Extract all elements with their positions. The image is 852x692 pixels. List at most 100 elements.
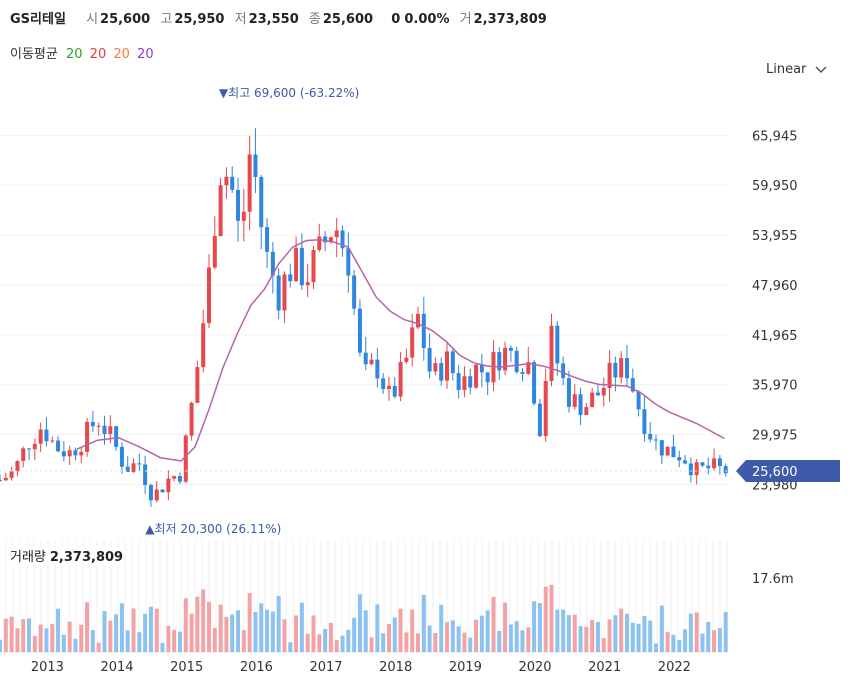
volume-bar (427, 625, 432, 652)
volume-bar (79, 624, 84, 652)
volume-bar (700, 633, 705, 652)
candle-body (654, 439, 659, 441)
candle-body (166, 478, 171, 493)
current-price-tag: 25,600 (0, 459, 840, 482)
volume-bar (717, 627, 722, 652)
volume-bar (392, 617, 397, 652)
volume-bar (497, 630, 502, 652)
change-percent: 0.00% (404, 12, 450, 27)
candle-body (154, 489, 159, 501)
candle-body (67, 450, 72, 457)
volume-bar (137, 632, 142, 652)
candle-body (0, 480, 2, 482)
high-value: 25,950 (174, 12, 225, 27)
candle-body (543, 380, 548, 437)
candle-body (688, 463, 693, 476)
candle-body (433, 363, 438, 372)
volume-panel-value: 2,373,809 (49, 550, 124, 565)
volume-bar (683, 629, 688, 652)
volume-bar (247, 593, 252, 652)
volume-bar (654, 643, 659, 652)
volume-bar (15, 628, 20, 652)
volume-label: 거 (459, 12, 472, 27)
volume-bar (456, 626, 461, 652)
low-annotation: ▲최저 20,300 (26.11%) (145, 522, 281, 536)
volume-bar (276, 595, 281, 652)
volume-bar (230, 614, 235, 652)
candle-body (236, 189, 241, 221)
scale-dropdown[interactable]: Linear (766, 62, 827, 77)
volume-bar (398, 608, 403, 652)
candle-body (276, 275, 281, 311)
volume-bar (265, 609, 270, 652)
volume-bar (363, 610, 368, 652)
candle-body (427, 348, 432, 372)
volume-bar (485, 610, 490, 652)
candle-body (555, 325, 560, 364)
ma-period-1[interactable]: 20 (65, 47, 83, 62)
volume-bar (50, 624, 55, 652)
candle-body (717, 458, 722, 467)
volume-bar (357, 594, 362, 652)
candle-body (224, 176, 229, 186)
volume-bar (578, 626, 583, 652)
candle-body (38, 429, 43, 444)
candle-body (299, 247, 304, 286)
volume-bar (270, 611, 275, 652)
candle-body (468, 376, 473, 388)
candle-body (392, 385, 397, 397)
volume-bar (352, 617, 357, 652)
volume-bar (491, 596, 496, 652)
candle-body (352, 275, 357, 309)
candle-body (375, 359, 380, 379)
volume-bar (462, 632, 467, 652)
candle-body (218, 185, 223, 237)
candle-body (189, 402, 194, 436)
candle-body (253, 154, 258, 177)
volume-bar (624, 613, 629, 652)
candle-body (462, 376, 467, 391)
time-tick-label: 2018 (379, 660, 412, 675)
candle-body (712, 458, 717, 469)
candle-body (15, 461, 20, 472)
volume-bar (189, 613, 194, 652)
ma-period-2[interactable]: 20 (89, 47, 107, 62)
candle-body (148, 485, 153, 501)
candle-body (445, 351, 450, 381)
volume-bar (305, 633, 310, 652)
volume-bar (375, 604, 380, 652)
volume-bar (386, 623, 391, 652)
moving-average-legend[interactable]: 이동평균 20 20 20 20 (10, 43, 157, 62)
candle-body (578, 394, 583, 415)
time-tick-label: 2020 (518, 660, 551, 675)
candle-body (44, 429, 49, 442)
candle-body (421, 313, 426, 349)
volume-bar (44, 628, 49, 652)
candle-body (201, 323, 206, 368)
candle-body (363, 352, 368, 365)
moving-average-title: 이동평균 (10, 47, 58, 62)
candle-body (328, 237, 333, 243)
volume-bar (236, 610, 241, 652)
ma-period-4[interactable]: 20 (137, 47, 154, 62)
volume-bar (410, 609, 415, 652)
volume-bar (561, 609, 566, 652)
volume-bar (108, 620, 113, 652)
volume-bar (27, 618, 32, 652)
ma-period-3[interactable]: 20 (113, 47, 130, 62)
candle-body (305, 282, 310, 286)
candle-body (526, 362, 531, 374)
candle-body (317, 236, 322, 250)
candle-body (119, 446, 124, 467)
volume-bar (56, 608, 61, 652)
candle-body (700, 462, 705, 466)
candle-body (659, 440, 664, 456)
volume-panel-title: 거래량 2,373,809 (10, 546, 124, 565)
volume-bar (183, 598, 188, 652)
volume-bar (294, 615, 299, 652)
volume-bar (642, 615, 647, 652)
volume-bar (38, 624, 43, 652)
candle-body (508, 347, 513, 351)
candle-body (613, 362, 618, 378)
